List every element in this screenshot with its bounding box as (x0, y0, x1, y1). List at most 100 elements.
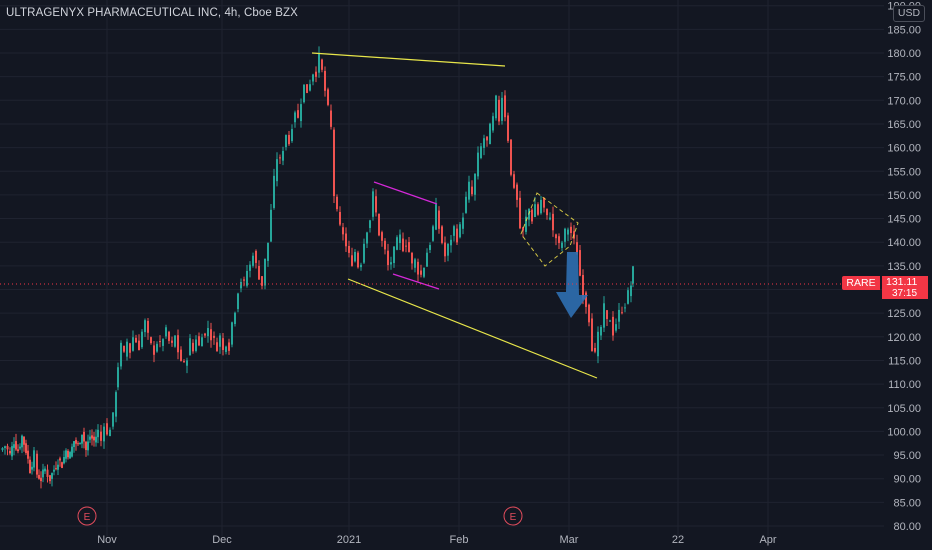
candle-body (339, 211, 341, 225)
candle-body (267, 242, 269, 261)
candle-body (615, 324, 617, 331)
candle-body (75, 439, 77, 444)
down-arrow-drawing[interactable] (556, 252, 588, 318)
candle-body (603, 303, 605, 328)
price-tick-label: 180.00 (887, 48, 921, 60)
candle-body (270, 209, 272, 242)
candle-body (285, 135, 287, 148)
candle-series (1, 46, 634, 489)
candle-body (243, 279, 245, 281)
candle-body (46, 469, 49, 477)
time-axis[interactable]: Nov Dec 2021 Feb Mar 22 Apr (97, 534, 777, 546)
price-tick-label: 175.00 (887, 72, 921, 84)
candle-body (606, 310, 608, 319)
candle-body (213, 335, 215, 338)
candle-body (282, 151, 284, 161)
candle-body (585, 292, 587, 307)
candle-body (435, 204, 437, 230)
candle-body (255, 250, 257, 263)
candle-body (162, 339, 164, 346)
candle-body (49, 475, 51, 482)
candle-body (318, 53, 320, 73)
candle-body (231, 322, 233, 345)
upper-trendline[interactable] (311, 52, 506, 67)
flag-lower-line[interactable] (392, 273, 440, 290)
candle-body (375, 196, 377, 213)
dashed-channel[interactable] (520, 192, 579, 267)
candle-body (9, 450, 11, 454)
candle-body (106, 423, 108, 435)
candle-body (543, 197, 545, 208)
candle-body (516, 184, 518, 200)
candle-body (612, 316, 614, 336)
candle-body (201, 337, 203, 347)
candle-body (225, 346, 227, 352)
candle-body (540, 199, 542, 214)
candle-body (85, 441, 87, 451)
candle-body (117, 367, 119, 388)
candle-body (498, 99, 500, 122)
symbol-badge: RARE (842, 276, 880, 290)
candle-body (100, 431, 102, 441)
flag-upper-line[interactable] (373, 181, 438, 205)
candle-body (549, 217, 551, 220)
candle-body (477, 152, 479, 177)
candle-body (468, 181, 470, 200)
candle-body (405, 245, 407, 247)
candle-body (579, 250, 581, 276)
candle-body (27, 450, 29, 459)
candle-body (135, 337, 137, 343)
candle-body (36, 453, 38, 475)
candle-body (342, 227, 344, 235)
candle-body (237, 293, 239, 310)
candle-body (25, 443, 27, 454)
candle-body (87, 441, 89, 451)
candle-body (333, 129, 335, 197)
candle-body (138, 340, 140, 351)
candle-body (95, 436, 97, 443)
candle-body (192, 342, 194, 352)
candle-body (630, 285, 632, 297)
candle-body (150, 337, 152, 344)
time-tick-label: Mar (560, 534, 579, 546)
candle-body (456, 228, 458, 243)
candle-body (123, 346, 125, 352)
candle-body (153, 345, 155, 355)
candle-body (115, 392, 117, 417)
candle-body (189, 338, 191, 356)
candle-body (390, 262, 392, 265)
candle-body (345, 233, 347, 247)
lower-trendline[interactable] (347, 278, 598, 379)
time-tick-label: Dec (212, 534, 232, 546)
candle-body (372, 191, 374, 217)
candle-body (183, 361, 185, 363)
candle-body (186, 360, 188, 366)
candle-body (204, 333, 206, 336)
candle-body (564, 228, 566, 242)
candle-body (288, 134, 290, 145)
candle-body (13, 444, 15, 448)
candle-body (156, 343, 158, 352)
candle-body (261, 276, 263, 286)
candle-body (387, 250, 389, 266)
candle-body (324, 70, 326, 91)
price-axis[interactable]: 80.00 85.00 90.00 95.00 100.00 105.00 110.00 11… (887, 1, 921, 533)
time-tick-label: Nov (97, 534, 117, 546)
candle-body (597, 331, 599, 357)
currency-button[interactable]: USD (893, 5, 925, 22)
candle-body (411, 252, 413, 264)
candle-body (132, 337, 134, 351)
candle-body (366, 232, 368, 244)
candle-body (89, 436, 91, 440)
candle-body (291, 129, 293, 142)
candle-body (91, 435, 93, 439)
candle-body (321, 59, 323, 70)
candle-body (348, 245, 350, 253)
candle-body (19, 446, 21, 449)
candle-body (97, 429, 99, 438)
price-tick-label: 140.00 (887, 237, 921, 249)
candle-body (459, 224, 461, 238)
candle-body (513, 174, 515, 188)
candle-body (252, 255, 254, 266)
